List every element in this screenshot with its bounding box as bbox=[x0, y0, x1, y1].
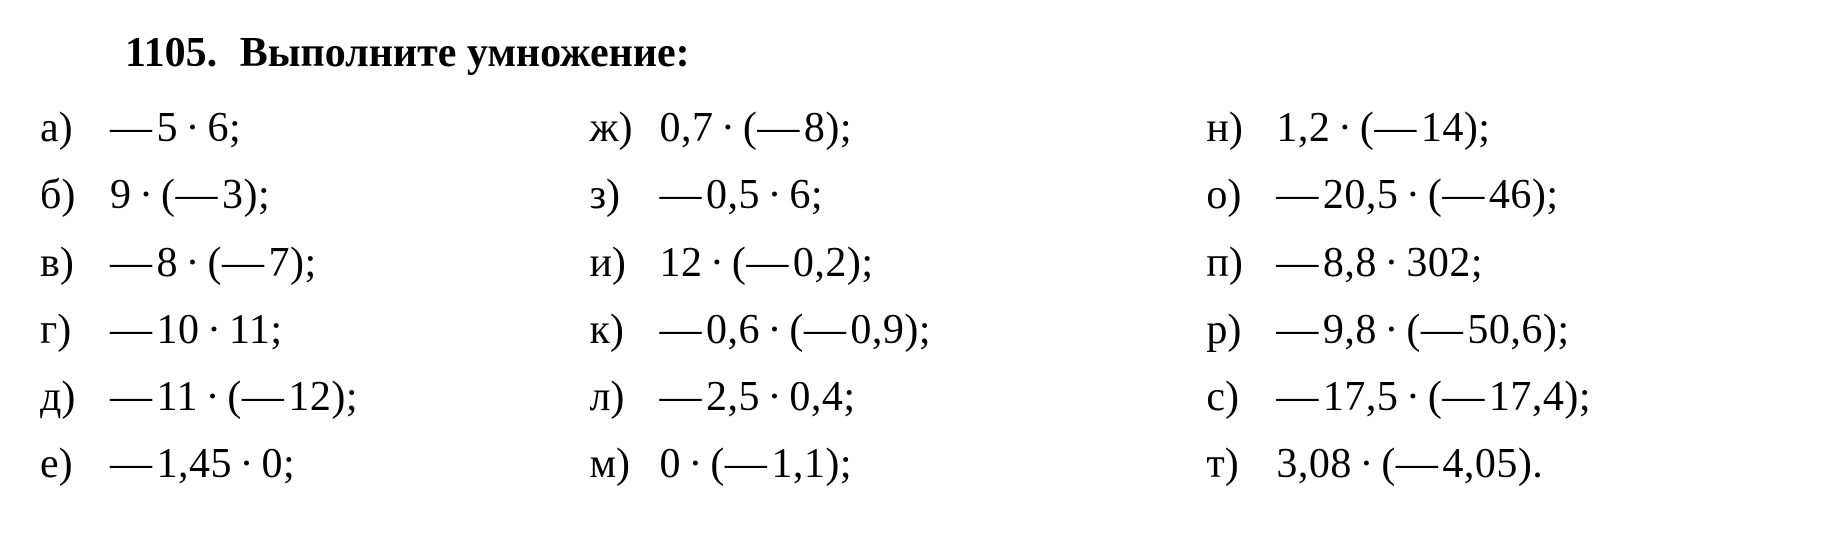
item-label: п) bbox=[1206, 230, 1276, 297]
list-item: о) — 20,5 · (— 46); bbox=[1206, 162, 1804, 229]
list-item: и) 12 · (— 0,2); bbox=[589, 230, 1206, 297]
problem-columns: а) — 5 · 6; б) 9 · (— 3); в) — 8 · (— 7)… bbox=[40, 95, 1804, 498]
list-item: м) 0 · (— 1,1); bbox=[589, 431, 1206, 498]
item-expression: — 5 · 6; bbox=[110, 95, 241, 162]
item-expression: — 2,5 · 0,4; bbox=[659, 364, 855, 431]
item-expression: — 10 · 11; bbox=[110, 297, 283, 364]
item-expression: 1,2 · (— 14); bbox=[1276, 95, 1490, 162]
item-expression: 3,08 · (— 4,05). bbox=[1276, 431, 1543, 498]
item-label: т) bbox=[1206, 431, 1276, 498]
list-item: н) 1,2 · (— 14); bbox=[1206, 95, 1804, 162]
list-item: з) — 0,5 · 6; bbox=[589, 162, 1206, 229]
column-3: н) 1,2 · (— 14); о) — 20,5 · (— 46); п) … bbox=[1206, 95, 1804, 498]
column-2: ж) 0,7 · (— 8); з) — 0,5 · 6; и) 12 · (—… bbox=[589, 95, 1206, 498]
item-label: м) bbox=[589, 431, 659, 498]
list-item: с) — 17,5 · (— 17,4); bbox=[1206, 364, 1804, 431]
list-item: л) — 2,5 · 0,4; bbox=[589, 364, 1206, 431]
problem-title: 1105. Выполните умножение: bbox=[125, 20, 1804, 87]
item-expression: 0 · (— 1,1); bbox=[659, 431, 852, 498]
list-item: ж) 0,7 · (— 8); bbox=[589, 95, 1206, 162]
item-label: л) bbox=[589, 364, 659, 431]
item-expression: — 0,5 · 6; bbox=[659, 162, 823, 229]
item-label: а) bbox=[40, 95, 110, 162]
item-label: в) bbox=[40, 230, 110, 297]
list-item: в) — 8 · (— 7); bbox=[40, 230, 589, 297]
item-label: к) bbox=[589, 297, 659, 364]
item-expression: 0,7 · (— 8); bbox=[659, 95, 852, 162]
list-item: е) — 1,45 · 0; bbox=[40, 431, 589, 498]
item-label: е) bbox=[40, 431, 110, 498]
problem-number: 1105. bbox=[125, 30, 217, 76]
item-expression: — 8,8 · 302; bbox=[1276, 230, 1483, 297]
list-item: г) — 10 · 11; bbox=[40, 297, 589, 364]
item-expression: — 8 · (— 7); bbox=[110, 230, 317, 297]
list-item: т) 3,08 · (— 4,05). bbox=[1206, 431, 1804, 498]
item-label: с) bbox=[1206, 364, 1276, 431]
item-expression: — 17,5 · (— 17,4); bbox=[1276, 364, 1591, 431]
list-item: р) — 9,8 · (— 50,6); bbox=[1206, 297, 1804, 364]
item-label: д) bbox=[40, 364, 110, 431]
item-expression: — 11 · (— 12); bbox=[110, 364, 358, 431]
problem-title-text: Выполните умножение: bbox=[240, 30, 690, 76]
item-label: б) bbox=[40, 162, 110, 229]
item-label: г) bbox=[40, 297, 110, 364]
item-expression: — 1,45 · 0; bbox=[110, 431, 295, 498]
list-item: б) 9 · (— 3); bbox=[40, 162, 589, 229]
item-label: н) bbox=[1206, 95, 1276, 162]
item-label: и) bbox=[589, 230, 659, 297]
item-label: р) bbox=[1206, 297, 1276, 364]
list-item: к) — 0,6 · (— 0,9); bbox=[589, 297, 1206, 364]
item-expression: — 20,5 · (— 46); bbox=[1276, 162, 1558, 229]
item-expression: — 0,6 · (— 0,9); bbox=[659, 297, 931, 364]
item-label: з) bbox=[589, 162, 659, 229]
item-expression: — 9,8 · (— 50,6); bbox=[1276, 297, 1569, 364]
column-1: а) — 5 · 6; б) 9 · (— 3); в) — 8 · (— 7)… bbox=[40, 95, 589, 498]
list-item: д) — 11 · (— 12); bbox=[40, 364, 589, 431]
item-expression: 9 · (— 3); bbox=[110, 162, 270, 229]
item-label: ж) bbox=[589, 95, 659, 162]
list-item: а) — 5 · 6; bbox=[40, 95, 589, 162]
list-item: п) — 8,8 · 302; bbox=[1206, 230, 1804, 297]
item-label: о) bbox=[1206, 162, 1276, 229]
item-expression: 12 · (— 0,2); bbox=[659, 230, 873, 297]
